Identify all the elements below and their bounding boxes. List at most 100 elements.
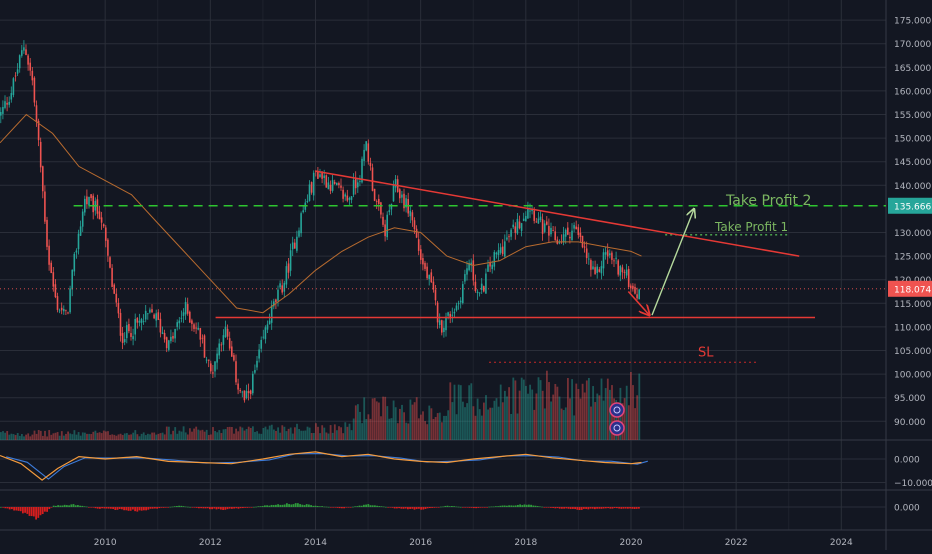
histogram-bar <box>409 507 411 509</box>
histogram-bar <box>228 507 231 509</box>
volume-bar <box>180 431 183 440</box>
volume-bar <box>499 384 502 440</box>
histogram-bar <box>424 507 427 509</box>
candle-body <box>342 189 344 199</box>
candle-body <box>430 272 433 283</box>
volume-bar <box>569 398 571 440</box>
volume-bar <box>588 377 590 440</box>
histogram-bar <box>347 507 350 508</box>
candle-body <box>546 221 548 225</box>
volume-bar <box>168 426 170 440</box>
histogram-bar <box>176 506 178 507</box>
histogram-bar <box>182 506 185 507</box>
candle-body <box>630 285 632 289</box>
histogram-bar <box>154 507 156 509</box>
volume-bar <box>449 382 452 440</box>
volume-bar <box>504 390 506 440</box>
histogram-bar <box>33 507 35 517</box>
volume-bar <box>117 434 120 440</box>
histogram-bar <box>52 505 55 507</box>
volume-bar <box>602 400 605 440</box>
histogram-bar <box>198 507 200 509</box>
candle-body <box>48 245 50 265</box>
histogram-bar <box>136 507 139 512</box>
candle-body <box>298 230 300 237</box>
volume-bar <box>575 383 578 440</box>
volume-bar <box>420 414 422 440</box>
histogram-bar <box>37 507 40 518</box>
histogram-bar <box>325 506 328 508</box>
candle-body <box>306 201 309 203</box>
candle-body <box>531 208 533 212</box>
candle-body <box>506 237 508 240</box>
histogram-bar <box>497 506 499 507</box>
histogram-bar <box>83 506 86 507</box>
volume-bar <box>21 434 23 440</box>
histogram-bar <box>116 507 119 510</box>
candle-body <box>583 246 586 248</box>
candle-body <box>369 162 372 167</box>
histogram-bar <box>312 505 315 507</box>
histogram-bar <box>290 504 293 507</box>
candle-body <box>588 258 590 260</box>
volume-bar <box>37 430 40 440</box>
histogram-bar <box>292 504 295 507</box>
candle-body <box>333 181 336 184</box>
volume-bar <box>18 435 21 440</box>
histogram-bar <box>464 507 466 508</box>
volume-bar <box>585 380 588 440</box>
histogram-bar <box>396 507 398 509</box>
volume-bar <box>254 431 256 440</box>
volume-bar <box>417 418 420 440</box>
candle-body <box>212 372 214 374</box>
histogram-bar <box>477 507 480 508</box>
candle-body <box>577 227 580 235</box>
candle-body <box>90 194 92 198</box>
histogram-bar <box>453 506 455 507</box>
candle-body <box>428 274 430 280</box>
candle-body <box>178 320 181 324</box>
candle-body <box>252 373 254 394</box>
candle-body <box>449 313 451 319</box>
volume-bar <box>518 390 521 440</box>
histogram-bar <box>413 507 416 510</box>
volume-bar <box>178 430 181 440</box>
histogram-bar <box>607 507 609 509</box>
volume-bar <box>285 431 288 440</box>
projection-down-arrow <box>627 290 649 316</box>
candle-body <box>216 353 218 363</box>
volume-bar <box>8 434 11 440</box>
histogram-bar <box>94 507 97 509</box>
candle-body <box>573 225 575 229</box>
histogram-bar <box>90 507 92 508</box>
histogram-bar <box>385 506 387 508</box>
candle-body <box>350 196 353 200</box>
candle-body <box>371 167 374 191</box>
volume-bar <box>281 425 284 440</box>
volume-bar <box>632 385 634 440</box>
volume-bar <box>346 426 349 440</box>
candle-body <box>168 340 170 350</box>
histogram-bar <box>605 507 607 509</box>
histogram-bar <box>536 506 539 507</box>
candle-body <box>411 212 414 221</box>
drawing-layer[interactable]: Take Profit 2 Take Profit 1 SL <box>0 170 886 436</box>
candle-body <box>434 289 437 301</box>
histogram-bar <box>418 507 420 509</box>
histogram-bar <box>358 505 361 507</box>
volume-bar <box>294 427 296 440</box>
candle-body <box>432 281 435 290</box>
histogram-bar <box>92 507 95 508</box>
volume-bar <box>369 418 372 440</box>
volume-bar <box>344 422 347 440</box>
candle-body <box>249 390 252 395</box>
histogram-bar <box>277 504 279 507</box>
histogram-bar <box>217 507 220 509</box>
candle-body <box>109 257 111 268</box>
volume-bar <box>113 434 116 440</box>
histogram-bar <box>486 507 488 508</box>
candle-body <box>170 336 172 342</box>
candle-body <box>210 363 212 372</box>
